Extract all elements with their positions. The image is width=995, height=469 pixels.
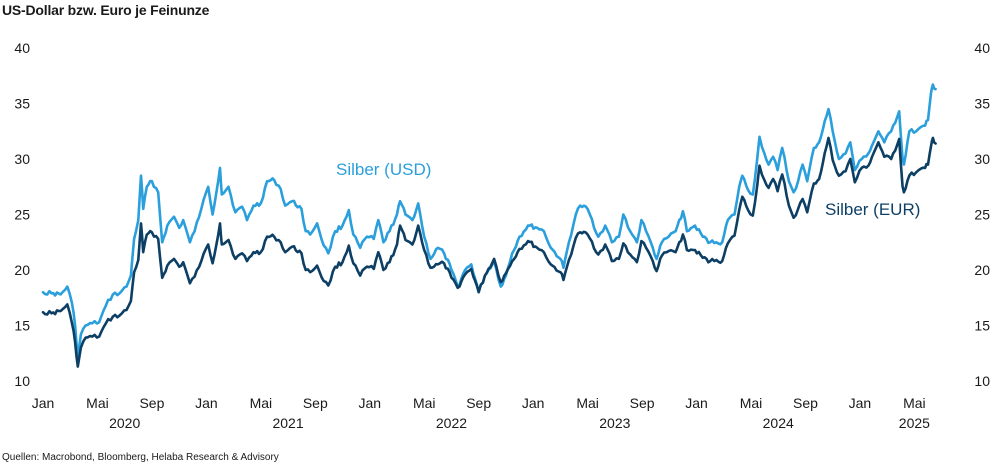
x-tick-label-month: Jan — [358, 395, 381, 411]
x-tick-label-month: Sep — [303, 395, 328, 411]
x-tick-label-year: 2024 — [763, 415, 794, 431]
y-tick-label-right: 20 — [974, 262, 990, 278]
x-axis: Jan Mai Sep Jan Mai Sep Jan Mai Sep Jan Mai Sep Jan M… — [32, 395, 930, 431]
x-tick-label-year: 2022 — [436, 415, 467, 431]
y-tick-label-right: 10 — [974, 373, 990, 389]
x-tick-label-month: Sep — [793, 395, 818, 411]
source-note: Quellen: Macrobond, Bloomberg, Helaba Re… — [2, 452, 279, 463]
y-tick-label-left: 25 — [14, 207, 30, 223]
y-tick-label-left: 40 — [14, 40, 30, 56]
x-tick-label-year: 2023 — [599, 415, 630, 431]
x-tick-label-month: Sep — [630, 395, 655, 411]
series-labels: Silber (USD) Silber (EUR) — [336, 160, 920, 219]
y-tick-label-right: 25 — [974, 207, 990, 223]
x-tick-label-month: Jan — [32, 395, 55, 411]
y-tick-label-right: 15 — [974, 318, 990, 334]
x-tick-label-month: Jan — [685, 395, 708, 411]
series-label-eur: Silber (EUR) — [825, 200, 920, 219]
x-tick-label-year: 2020 — [109, 415, 140, 431]
y-tick-label-left: 10 — [14, 373, 30, 389]
y-tick-label-right: 35 — [974, 96, 990, 112]
x-tick-label-month: Sep — [466, 395, 491, 411]
x-tick-label-month: Mai — [903, 395, 926, 411]
x-tick-label-month: Mai — [413, 395, 436, 411]
y-tick-label-left: 15 — [14, 318, 30, 334]
y-axis-left: 10 15 20 25 30 35 40 — [14, 40, 30, 389]
x-tick-label-month: Jan — [849, 395, 872, 411]
y-tick-label-left: 35 — [14, 96, 30, 112]
silver-usd-line — [41, 83, 937, 359]
y-tick-label-right: 40 — [974, 40, 990, 56]
y-tick-label-left: 30 — [14, 151, 30, 167]
x-tick-label-month: Jan — [522, 395, 545, 411]
x-tick-label-year: 2025 — [899, 415, 930, 431]
y-tick-label-right: 30 — [974, 151, 990, 167]
x-tick-label-month: Sep — [139, 395, 164, 411]
x-tick-label-month: Mai — [250, 395, 273, 411]
series-label-usd: Silber (USD) — [336, 160, 431, 179]
x-tick-label-month: Mai — [86, 395, 109, 411]
x-tick-label-year: 2021 — [272, 415, 303, 431]
x-tick-label-month: Jan — [195, 395, 218, 411]
x-tick-label-month: Mai — [740, 395, 763, 411]
y-tick-label-left: 20 — [14, 262, 30, 278]
series-lines — [41, 83, 937, 368]
chart-title: US-Dollar bzw. Euro je Feinunze — [2, 2, 210, 18]
silver-eur-line — [41, 136, 937, 368]
x-tick-label-month: Mai — [576, 395, 599, 411]
y-axis-right: 10 15 20 25 30 35 40 — [974, 40, 990, 389]
